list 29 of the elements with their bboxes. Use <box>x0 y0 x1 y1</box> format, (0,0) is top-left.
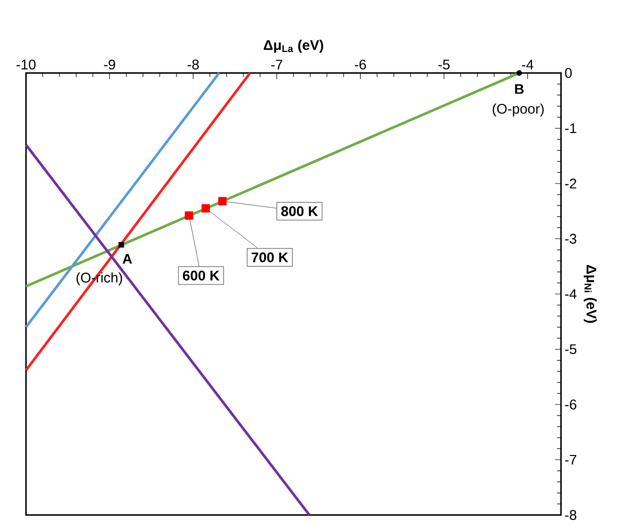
y-tick-label: -5 <box>565 344 576 354</box>
y-tick-label: -6 <box>565 400 576 410</box>
x-tick-label: -5 <box>438 60 450 70</box>
x-tick-label: -9 <box>104 60 116 70</box>
text: Δμ$_{La}$ (eV) <box>264 40 324 53</box>
annotation: 700 K <box>252 252 288 262</box>
x-tick-label: -4 <box>522 60 534 70</box>
annotation: 800 K <box>281 206 318 216</box>
x-tick-label: -6 <box>354 60 366 70</box>
y-tick-label: -7 <box>565 454 576 465</box>
point <box>516 70 522 76</box>
x-tick-label: -8 <box>188 60 199 70</box>
annotation: 600 K <box>182 270 220 280</box>
annotation: B <box>515 84 524 94</box>
x-tick-label: -10 <box>16 60 36 70</box>
y-tick-label: -3 <box>565 234 576 244</box>
y-tick-label: -1 <box>565 123 576 134</box>
annotation: A <box>122 254 132 264</box>
y-tick-label: 0 <box>565 68 572 78</box>
annotation: (O-poor) <box>492 103 544 116</box>
x-tick-label: -7 <box>271 60 282 70</box>
y-tick-label: -4 <box>565 289 577 299</box>
y-tick-label: -8 <box>565 510 576 520</box>
point <box>118 242 124 248</box>
point <box>218 196 227 206</box>
point <box>202 204 210 213</box>
point <box>184 211 194 220</box>
text: Δμ$_{Ni}$ (eV) <box>584 265 597 323</box>
y-tick-label: -2 <box>565 178 576 188</box>
